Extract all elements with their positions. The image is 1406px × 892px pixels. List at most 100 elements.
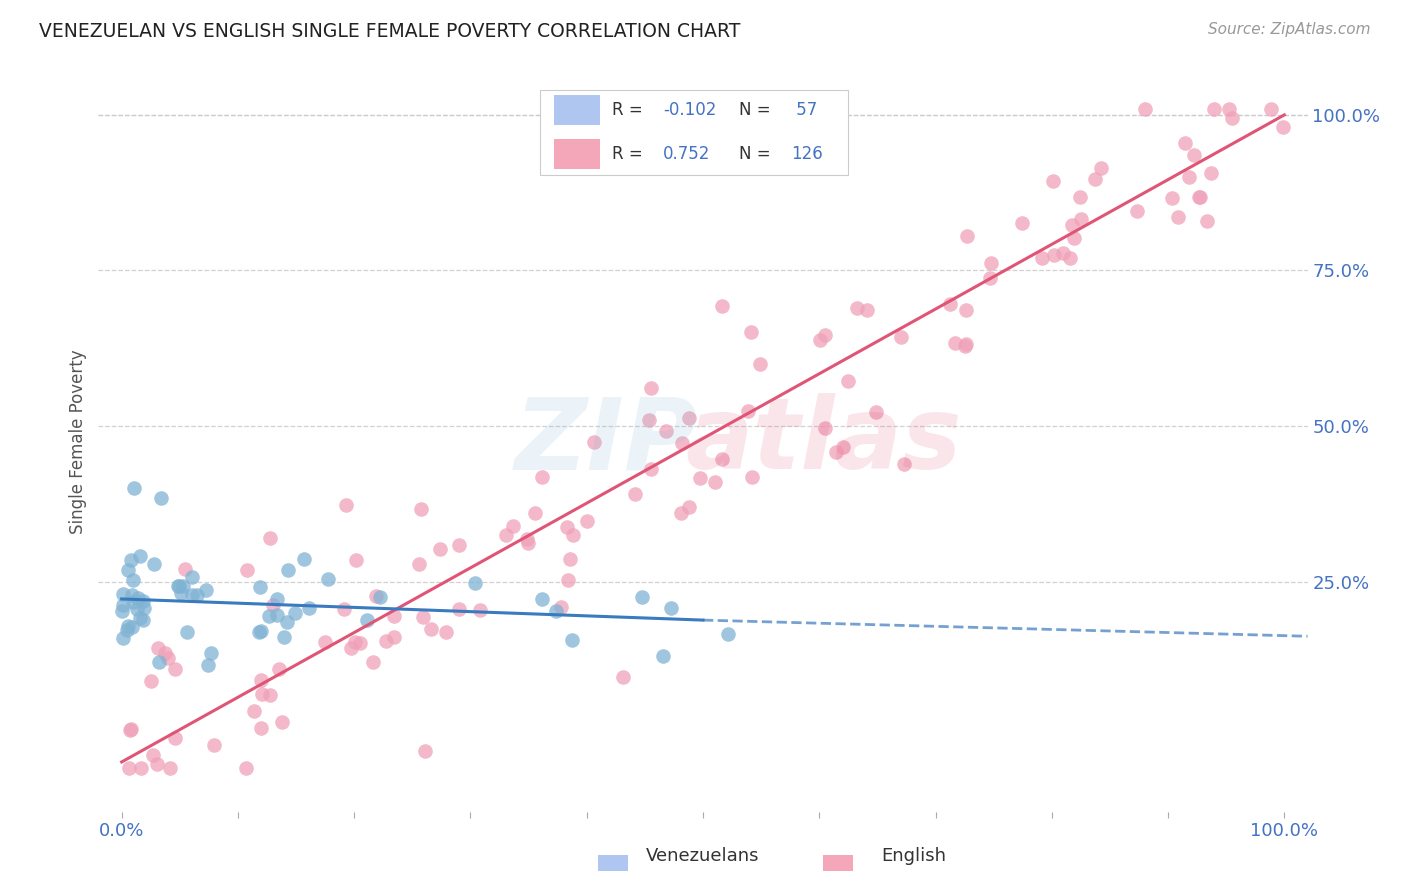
Point: [356, 613, 378, 627]
Point: [284, 606, 307, 620]
Point: [250, 673, 273, 687]
Point: [408, 557, 430, 571]
Point: [737, 403, 759, 417]
Text: atlas: atlas: [686, 393, 962, 490]
Point: [659, 600, 682, 615]
Point: [980, 256, 1002, 270]
Point: [120, 722, 142, 736]
Point: [197, 658, 219, 673]
Point: [172, 579, 194, 593]
Text: R =: R =: [613, 102, 648, 120]
Point: [166, 579, 188, 593]
Point: [558, 552, 581, 566]
Point: [250, 624, 273, 639]
Point: [1188, 189, 1211, 203]
Point: [262, 598, 284, 612]
Point: [155, 646, 177, 660]
Point: [156, 651, 179, 665]
Point: [298, 600, 321, 615]
Point: [277, 563, 299, 577]
Point: [856, 303, 879, 318]
Point: [612, 670, 634, 684]
Point: [316, 572, 339, 586]
Text: N =: N =: [740, 145, 776, 162]
Point: [546, 604, 568, 618]
FancyBboxPatch shape: [554, 139, 600, 169]
Point: [202, 738, 225, 752]
Point: [266, 607, 288, 622]
Point: [939, 297, 962, 311]
Point: [865, 405, 887, 419]
Point: [368, 590, 391, 604]
Point: [550, 599, 572, 614]
Point: [270, 714, 292, 729]
Point: [1062, 218, 1084, 232]
Point: [1084, 172, 1107, 186]
Point: [235, 761, 257, 775]
Point: [143, 557, 166, 571]
Point: [292, 552, 315, 566]
Point: [259, 531, 281, 545]
Point: [180, 588, 202, 602]
Point: [257, 608, 280, 623]
Point: [1199, 166, 1222, 180]
Point: [1031, 251, 1053, 265]
Bar: [598, 855, 628, 871]
Point: [420, 622, 443, 636]
Point: [717, 627, 740, 641]
Point: [429, 542, 451, 557]
Point: [837, 374, 859, 388]
Point: [121, 619, 143, 633]
Point: [1204, 102, 1226, 116]
Point: [630, 590, 652, 604]
Point: [1182, 148, 1205, 162]
Point: [195, 583, 218, 598]
Point: [814, 327, 837, 342]
Point: [953, 339, 976, 353]
Point: [890, 330, 912, 344]
Point: [517, 536, 540, 550]
Point: [740, 325, 762, 339]
Point: [652, 649, 675, 664]
Point: [678, 500, 700, 514]
Point: [344, 635, 367, 649]
Point: [678, 410, 700, 425]
Point: [163, 662, 186, 676]
Point: [145, 757, 167, 772]
Point: [561, 528, 583, 542]
Point: [447, 538, 470, 552]
Point: [120, 552, 142, 566]
Point: [640, 381, 662, 395]
Point: [575, 514, 598, 528]
Point: [361, 656, 384, 670]
Point: [561, 632, 583, 647]
Point: [142, 747, 165, 762]
Point: [163, 731, 186, 746]
Point: [167, 579, 190, 593]
Point: [267, 662, 290, 676]
Text: -0.102: -0.102: [664, 102, 717, 120]
Text: R =: R =: [613, 145, 648, 162]
Point: [121, 588, 143, 602]
Text: 0.752: 0.752: [664, 145, 710, 162]
Point: [111, 604, 134, 618]
Point: [117, 563, 139, 577]
Point: [530, 592, 553, 607]
Point: [638, 413, 661, 427]
Point: [1271, 120, 1294, 135]
Point: [502, 519, 524, 533]
Text: N =: N =: [740, 102, 776, 120]
Point: [128, 549, 150, 563]
Point: [557, 573, 579, 587]
Point: [710, 452, 733, 467]
Point: [173, 562, 195, 576]
Point: [148, 641, 170, 656]
Point: [808, 334, 831, 348]
Text: Venezuelans: Venezuelans: [647, 847, 759, 865]
Point: [956, 229, 979, 244]
Point: [180, 569, 202, 583]
Text: 57: 57: [792, 102, 817, 120]
Point: [375, 634, 398, 648]
Point: [252, 687, 274, 701]
Point: [409, 502, 432, 516]
